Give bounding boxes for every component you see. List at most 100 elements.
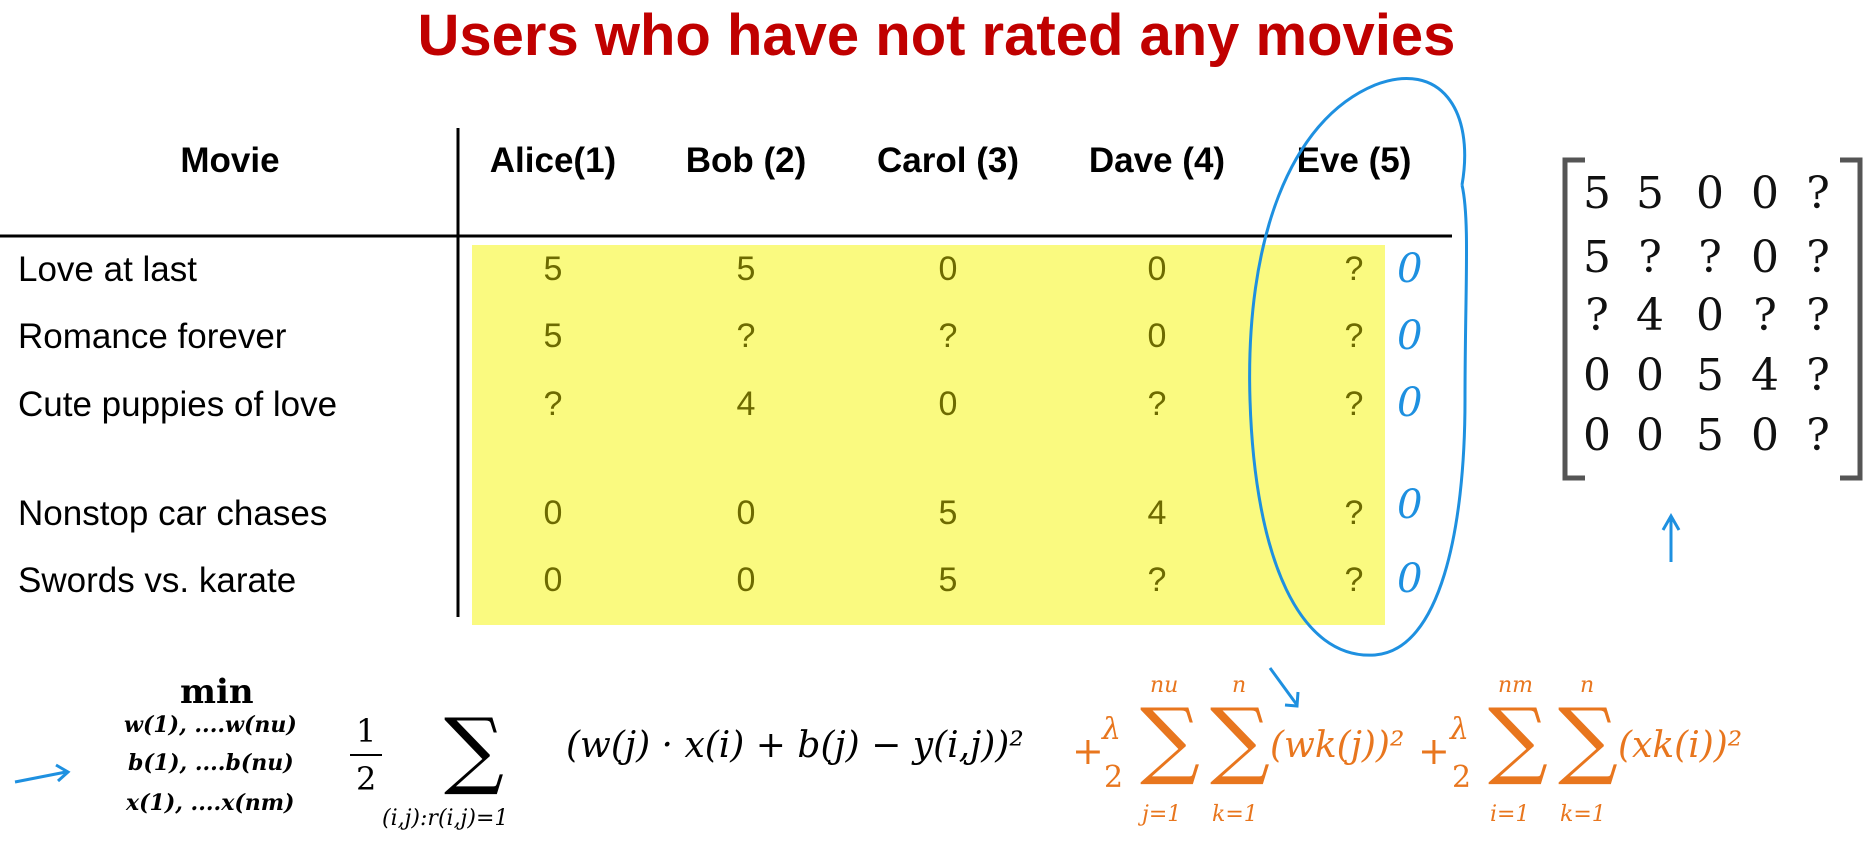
eve-zero-annotation: 0 bbox=[1397, 556, 1423, 602]
matrix-cell: 5 bbox=[1583, 232, 1611, 283]
rating-cell: 0 bbox=[736, 561, 756, 599]
reg1-term: (wk(j))² bbox=[1270, 725, 1405, 766]
rating-cell: 0 bbox=[543, 494, 563, 532]
matrix-cell: 0 bbox=[1696, 290, 1724, 341]
reg1-sum-j-bottom: j=1 bbox=[1142, 802, 1182, 827]
half-numerator: 1 bbox=[356, 712, 377, 750]
matrix-cell: 5 bbox=[1696, 410, 1724, 461]
plus-sign: + bbox=[1418, 729, 1450, 773]
rating-cell: 0 bbox=[1147, 317, 1167, 355]
movie-name: Nonstop car chases bbox=[18, 494, 328, 533]
movie-name: Swords vs. karate bbox=[18, 561, 297, 600]
matrix-cell: ? bbox=[1585, 290, 1609, 341]
user-header-carol: Carol (3) bbox=[877, 141, 1019, 180]
reg2-sum-k-bottom: k=1 bbox=[1560, 802, 1606, 827]
user-header-alice: Alice(1) bbox=[489, 141, 617, 180]
rating-cell: ? bbox=[543, 385, 563, 423]
min-operator: min bbox=[180, 672, 254, 712]
matrix-cell: 5 bbox=[1583, 168, 1611, 219]
rating-cell: 5 bbox=[543, 250, 563, 288]
rating-cell: 4 bbox=[1147, 494, 1167, 532]
rating-cell: 0 bbox=[1147, 250, 1167, 288]
movie-name: Romance forever bbox=[18, 317, 287, 356]
reg1-sum-j-top: nu bbox=[1150, 673, 1179, 698]
plus-sign: + bbox=[1072, 729, 1104, 773]
reg1-sum-k-bottom: k=1 bbox=[1212, 802, 1258, 827]
sum-subscript: (i,j):r(i,j)=1 bbox=[382, 806, 509, 831]
reg2-sum-i-bottom: i=1 bbox=[1490, 802, 1530, 827]
arrow-to-min-icon bbox=[14, 770, 67, 784]
eve-column-circle bbox=[1248, 77, 1469, 657]
ratings-highlight bbox=[472, 245, 1385, 625]
movie-name: Love at last bbox=[18, 250, 197, 289]
rating-cell: 0 bbox=[543, 561, 563, 599]
rating-cell: ? bbox=[1344, 385, 1364, 423]
matrix-cell: ? bbox=[1806, 290, 1830, 341]
user-header-dave: Dave (4) bbox=[1088, 141, 1226, 180]
movie-name: Cute puppies of love bbox=[18, 385, 338, 424]
rating-cell: 0 bbox=[938, 385, 958, 423]
matrix-cell: 0 bbox=[1636, 350, 1664, 401]
rating-cell: ? bbox=[1344, 561, 1364, 599]
reg1-sum-k: ∑ bbox=[1210, 690, 1270, 788]
user-header-bob: Bob (2) bbox=[685, 141, 807, 180]
matrix-cell: ? bbox=[1698, 232, 1722, 283]
sum-symbol: ∑ bbox=[444, 700, 504, 798]
reg1-sum-k-top: n bbox=[1232, 673, 1247, 698]
rating-cell: ? bbox=[1344, 250, 1364, 288]
matrix-cell: 0 bbox=[1636, 410, 1664, 461]
matrix-cell: 0 bbox=[1751, 232, 1779, 283]
reg2-sum-i: ∑ bbox=[1488, 690, 1548, 788]
rating-cell: 0 bbox=[736, 494, 756, 532]
matrix-cell: ? bbox=[1806, 410, 1830, 461]
matrix-cell: 0 bbox=[1583, 350, 1611, 401]
matrix-cell: ? bbox=[1638, 232, 1662, 283]
matrix-cell: ? bbox=[1806, 232, 1830, 283]
half-denominator: 2 bbox=[356, 760, 377, 798]
min-var-x: x(1), ....x(nm) bbox=[126, 790, 295, 816]
min-var-b: b(1), ....b(nu) bbox=[128, 750, 294, 776]
matrix-cell: ? bbox=[1806, 168, 1830, 219]
reg2-lambda: λ bbox=[1450, 712, 1470, 747]
rating-cell: 5 bbox=[543, 317, 563, 355]
rating-cell: ? bbox=[938, 317, 958, 355]
matrix-cell: 5 bbox=[1696, 350, 1724, 401]
matrix-cell: 0 bbox=[1696, 168, 1724, 219]
rating-cell: 5 bbox=[938, 494, 958, 532]
eve-zero-annotation: 0 bbox=[1397, 246, 1423, 292]
reg2-term: (xk(i))² bbox=[1618, 725, 1743, 766]
rating-cell: 5 bbox=[736, 250, 756, 288]
rating-cell: ? bbox=[736, 317, 756, 355]
rating-cell: ? bbox=[1344, 494, 1364, 532]
matrix-cell: 0 bbox=[1583, 410, 1611, 461]
rating-cell: 5 bbox=[938, 561, 958, 599]
eve-zero-annotation: 0 bbox=[1397, 313, 1423, 359]
rating-cell: ? bbox=[1344, 317, 1364, 355]
reg2-sum-k-top: n bbox=[1580, 673, 1595, 698]
user-header-eve: Eve (5) bbox=[1296, 141, 1412, 180]
rating-cell: ? bbox=[1147, 561, 1167, 599]
matrix-cell: ? bbox=[1806, 350, 1830, 401]
eve-zero-annotation: 0 bbox=[1397, 380, 1423, 426]
reg2-sum-k: ∑ bbox=[1558, 690, 1618, 788]
movie-header: Movie bbox=[180, 141, 280, 180]
eve-zero-annotation: 0 bbox=[1397, 482, 1423, 528]
main-term: (w(j) · x(i) + b(j) − y(i,j))² bbox=[566, 725, 1024, 766]
arrow-to-reg-icon bbox=[1268, 667, 1299, 706]
reg1-lambda: λ bbox=[1102, 712, 1122, 747]
min-var-w: w(1), ....w(nu) bbox=[124, 712, 297, 738]
reg1-sum-j: ∑ bbox=[1140, 690, 1200, 788]
matrix-cell: 0 bbox=[1751, 168, 1779, 219]
reg1-two: 2 bbox=[1104, 760, 1124, 795]
matrix-cell: 4 bbox=[1751, 350, 1779, 401]
matrix-cell: 4 bbox=[1636, 290, 1664, 341]
matrix-cell: 0 bbox=[1751, 410, 1779, 461]
matrix-cell: 5 bbox=[1636, 168, 1664, 219]
rating-cell: 4 bbox=[736, 385, 756, 423]
rating-cell: 0 bbox=[938, 250, 958, 288]
rating-cell: ? bbox=[1147, 385, 1167, 423]
